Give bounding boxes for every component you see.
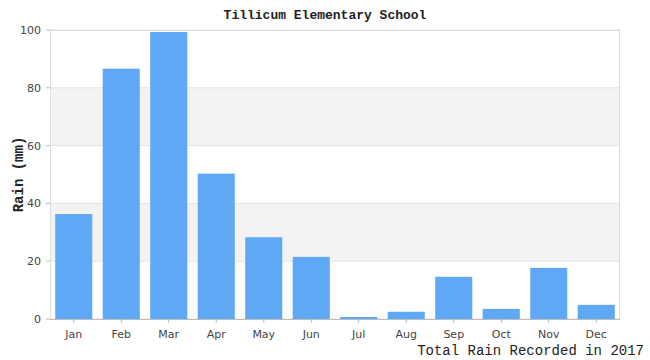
y-tick-label: 0: [34, 313, 41, 326]
y-tick: [46, 30, 50, 31]
y-tick-label: 80: [27, 82, 41, 95]
y-axis-label: Rain (mm): [11, 137, 27, 213]
y-tick-label: 100: [20, 24, 41, 37]
x-tick: [548, 319, 549, 323]
x-tick-label: Apr: [207, 328, 227, 341]
x-tick-label: Oct: [492, 328, 512, 341]
plot-background: [50, 30, 620, 319]
chart-container: 0 20 40 60 80 100 Jan Feb Mar Apr May Jun Jul Aug Sep O…: [0, 0, 650, 360]
x-tick: [263, 319, 264, 323]
x-tick: [501, 319, 502, 323]
x-tick-label: Jul: [351, 328, 365, 341]
x-tick: [311, 319, 312, 323]
bar: [55, 214, 92, 319]
chart-svg: 0 20 40 60 80 100 Jan Feb Mar Apr May Jun Jul Aug Sep O…: [0, 0, 650, 360]
plot-frame: [51, 31, 620, 320]
bar: [578, 305, 615, 319]
y-tick-label: 20: [27, 255, 41, 268]
y-tick: [46, 261, 50, 262]
y-tick: [46, 319, 50, 320]
x-tick: [121, 319, 122, 323]
x-tick-label: Mar: [158, 328, 179, 341]
x-tick: [168, 319, 169, 323]
x-tick: [358, 319, 359, 323]
x-axis-label: Total Rain Recorded in 2017: [417, 343, 644, 359]
bar: [435, 277, 472, 319]
x-tick: [216, 319, 217, 323]
x-tick: [73, 319, 74, 323]
x-tick-label: Sep: [443, 328, 464, 341]
x-tick: [406, 319, 407, 323]
bar: [245, 237, 282, 319]
y-tick: [46, 203, 50, 204]
y-tick-label: 40: [27, 197, 41, 210]
bar: [103, 69, 140, 319]
bar: [293, 257, 330, 319]
bar: [150, 32, 187, 319]
grid: [50, 30, 620, 319]
x-tick: [453, 319, 454, 323]
y-tick: [46, 145, 50, 146]
bar: [388, 312, 425, 319]
y-tick: [46, 87, 50, 88]
chart-title: Tillicum Elementary School: [224, 8, 427, 23]
x-tick-label: Jun: [302, 328, 320, 341]
bars: [55, 32, 615, 319]
x-axis-line: [50, 319, 620, 320]
x-tick-label: Feb: [112, 328, 131, 341]
x-tick: [596, 319, 597, 323]
bar: [483, 309, 520, 319]
x-tick-label: Aug: [396, 328, 417, 341]
bar: [198, 174, 235, 319]
bar: [530, 268, 567, 319]
x-tick-label: Jan: [64, 328, 82, 341]
y-tick-label: 60: [27, 140, 41, 153]
x-tick-label: Nov: [538, 328, 560, 341]
x-tick-label: Dec: [586, 328, 607, 341]
x-tick-label: May: [252, 328, 275, 341]
bar: [340, 317, 377, 319]
